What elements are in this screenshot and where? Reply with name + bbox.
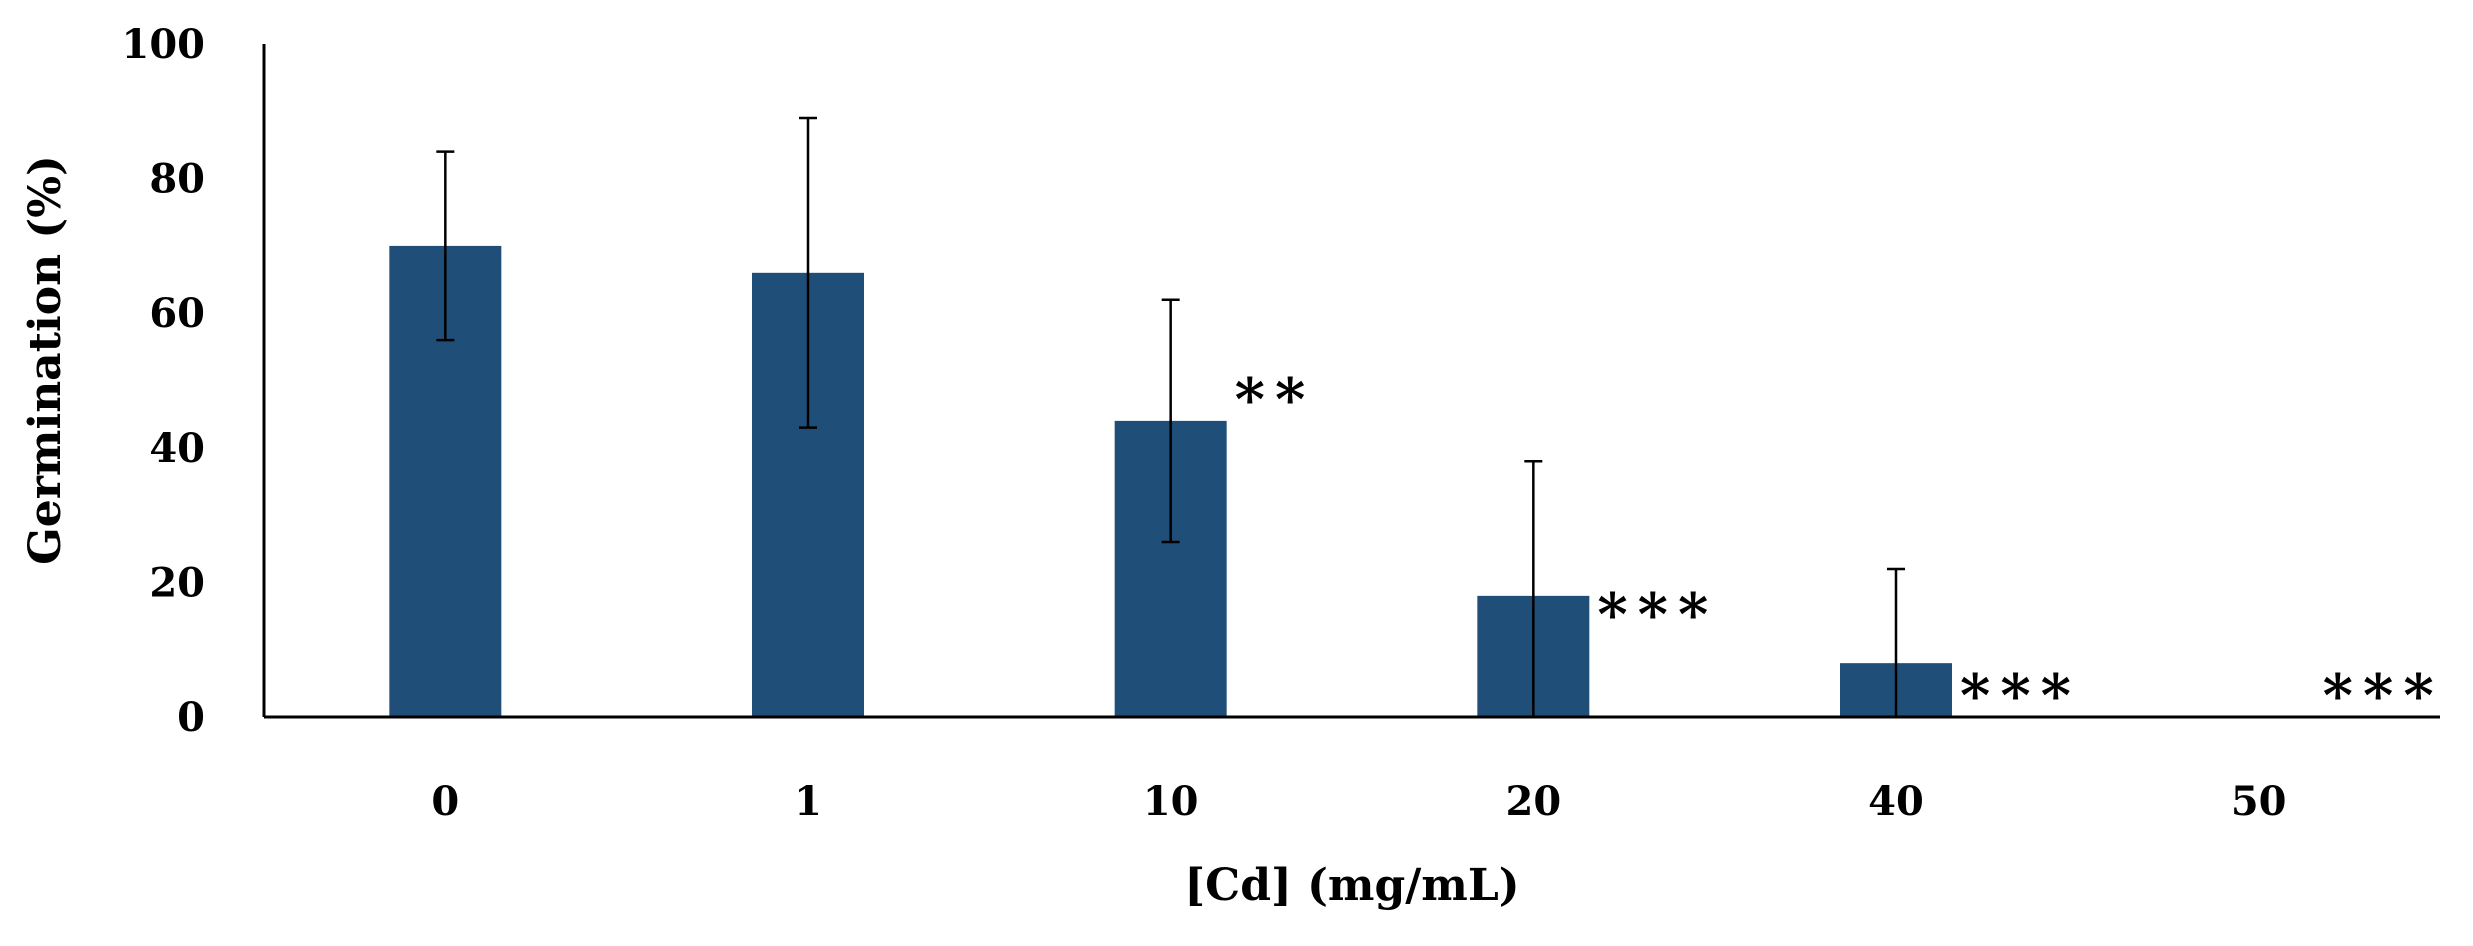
x-axis-title: [Cd] (mg/mL) <box>1184 860 1519 911</box>
significance-labels: ******** *** <box>1235 365 2444 729</box>
significance-label: *** <box>1597 581 1718 649</box>
y-tick-label: 100 <box>122 21 206 68</box>
error-bar <box>799 116 817 429</box>
y-tick-label: 60 <box>149 290 205 337</box>
x-tick-label: 20 <box>1505 778 1561 825</box>
y-tick-labels: 0 20 40 60 80 100 <box>122 21 206 741</box>
significance-label: *** <box>2323 661 2444 729</box>
error-bars-layer <box>436 116 1905 717</box>
x-tick-label: 40 <box>1868 778 1924 825</box>
error-bar <box>1524 460 1543 717</box>
error-bar <box>1887 567 1905 717</box>
x-tick-label: 10 <box>1143 778 1199 825</box>
significance-label: ** <box>1235 365 1316 433</box>
error-bar <box>1161 298 1180 544</box>
y-tick-label: 0 <box>177 694 205 741</box>
x-tick-label: 1 <box>794 778 822 825</box>
axes-layer <box>262 44 2440 719</box>
x-tick-label: 50 <box>2231 778 2287 825</box>
y-tick-label: 20 <box>149 559 205 606</box>
y-axis-title: Germination (%) <box>20 155 71 565</box>
significance-label: *** <box>1960 661 2081 729</box>
x-tick-labels: 0 1 10 20 40 50 <box>431 778 2286 825</box>
y-tick-label: 40 <box>149 425 205 472</box>
error-bar <box>436 150 455 342</box>
x-tick-label: 0 <box>431 778 459 825</box>
y-tick-label: 80 <box>149 156 205 203</box>
